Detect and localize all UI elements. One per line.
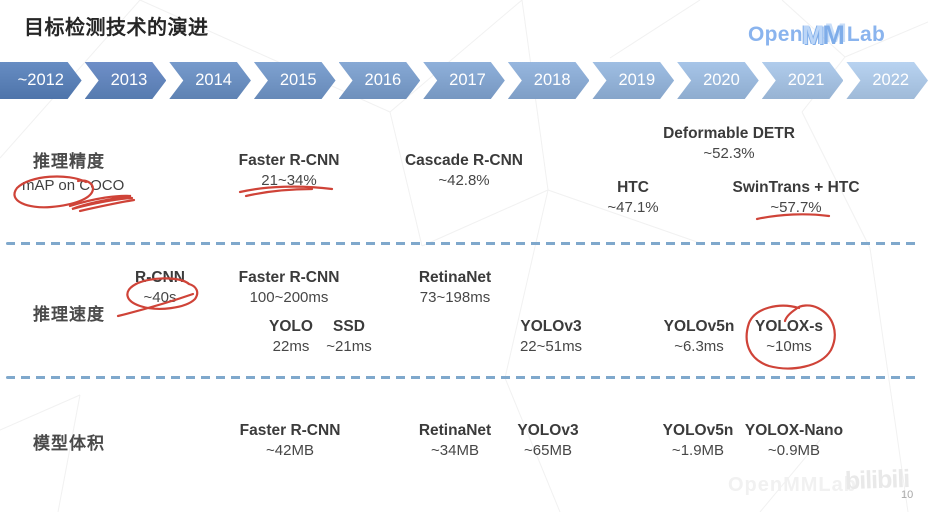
model-value: ~34MB bbox=[431, 442, 479, 460]
model-name: Faster R-CNN bbox=[238, 152, 340, 169]
model-name: YOLOX-s bbox=[754, 318, 824, 335]
entry-deformable-detr-accuracy: Deformable DETR ~52.3% bbox=[663, 124, 795, 164]
section-sublabel-map-coco: mAP on COCO bbox=[22, 177, 125, 194]
model-value: ~42MB bbox=[266, 442, 314, 460]
entry-rcnn-speed: R-CNN ~40s bbox=[135, 268, 185, 308]
timeline-segment: ~2012 bbox=[0, 62, 82, 99]
entry-retinanet-size: RetinaNet ~34MB bbox=[419, 421, 491, 461]
logo-m-icon: M bbox=[801, 19, 825, 50]
model-value: ~6.3ms bbox=[674, 338, 724, 356]
red-scribble-coco bbox=[68, 194, 136, 213]
entry-htc-accuracy: HTC ~47.1% bbox=[607, 178, 658, 218]
timeline-segment: 2020 bbox=[677, 62, 759, 99]
model-name: YOLOv5n bbox=[663, 318, 735, 335]
model-value: 21~34% bbox=[261, 172, 317, 190]
model-name: Faster R-CNN bbox=[239, 422, 341, 439]
entry-yolo-speed: YOLO 22ms bbox=[269, 317, 313, 357]
year-label: 2016 bbox=[364, 71, 402, 89]
entry-yolox-nano-size: YOLOX-Nano ~0.9MB bbox=[745, 421, 843, 461]
model-value: ~0.9MB bbox=[767, 442, 821, 460]
model-name: Faster R-CNN bbox=[238, 269, 340, 286]
section-label-size: 模型体积 bbox=[33, 434, 105, 453]
year-label: 2019 bbox=[618, 71, 656, 89]
timeline-segment: 2017 bbox=[423, 62, 505, 99]
year-label: 2014 bbox=[195, 71, 232, 89]
entry-yolox-s-speed: YOLOX-s ~10ms bbox=[755, 317, 823, 357]
model-name: YOLOv5n bbox=[662, 422, 734, 439]
model-value: ~57.7% bbox=[770, 199, 822, 217]
model-name: RetinaNet bbox=[418, 269, 492, 286]
model-name: HTC bbox=[617, 179, 649, 196]
model-value: 22ms bbox=[272, 338, 310, 356]
entry-retinanet-speed: RetinaNet 73~198ms bbox=[419, 268, 491, 308]
entry-cascade-rcnn-accuracy: Cascade R-CNN ~42.8% bbox=[405, 151, 523, 191]
openmmlab-logo: Open M M Lab bbox=[748, 17, 885, 53]
year-label: 2020 bbox=[703, 71, 740, 89]
timeline: ~2012 2013 2014 2015 2016 2017 2018 2019… bbox=[0, 62, 928, 99]
year-label: 2013 bbox=[110, 71, 148, 89]
model-value: ~21ms bbox=[326, 338, 372, 356]
timeline-segment: 2014 bbox=[169, 62, 251, 99]
timeline-segment: 2019 bbox=[592, 62, 674, 99]
model-name: R-CNN bbox=[135, 269, 185, 286]
model-name: Cascade R-CNN bbox=[404, 152, 524, 169]
timeline-segment: 2013 bbox=[85, 62, 167, 99]
model-name: Deformable DETR bbox=[663, 125, 795, 142]
model-name: YOLOv3 bbox=[517, 422, 579, 439]
logo-text-open: Open bbox=[748, 23, 803, 46]
model-value: ~10ms bbox=[766, 338, 812, 356]
year-label: 2018 bbox=[533, 71, 571, 89]
model-value: ~42.8% bbox=[438, 172, 490, 190]
model-name: SwinTrans + HTC bbox=[732, 179, 860, 196]
model-name: RetinaNet bbox=[418, 422, 492, 439]
model-name: YOLO bbox=[269, 318, 313, 335]
page-number: 10 bbox=[901, 489, 914, 501]
timeline-segment: 2021 bbox=[762, 62, 844, 99]
year-label: 2015 bbox=[279, 71, 317, 89]
entry-faster-rcnn-speed: Faster R-CNN 100~200ms bbox=[239, 268, 340, 308]
model-value: 100~200ms bbox=[249, 289, 329, 307]
timeline-segment: 2018 bbox=[508, 62, 590, 99]
entry-yolov5n-size: YOLOv5n ~1.9MB bbox=[663, 421, 734, 461]
timeline-segment: 2015 bbox=[254, 62, 336, 99]
model-name: YOLOv3 bbox=[520, 318, 582, 335]
year-label: 2017 bbox=[449, 71, 486, 89]
model-value: ~65MB bbox=[524, 442, 572, 460]
entry-ssd-speed: SSD ~21ms bbox=[326, 317, 371, 357]
section-label-accuracy: 推理精度 bbox=[33, 152, 105, 171]
logo-text-lab: Lab bbox=[846, 23, 886, 46]
year-label: 2022 bbox=[872, 71, 910, 89]
model-value: ~40s bbox=[143, 289, 177, 307]
logo-m-icon: M bbox=[822, 19, 845, 50]
entry-faster-rcnn-size: Faster R-CNN ~42MB bbox=[240, 421, 341, 461]
model-value: ~1.9MB bbox=[671, 442, 725, 460]
dashed-divider bbox=[6, 242, 920, 245]
page-title: 目标检测技术的演进 bbox=[24, 17, 209, 39]
model-value: ~52.3% bbox=[703, 145, 755, 163]
entry-yolov5n-speed: YOLOv5n ~6.3ms bbox=[664, 317, 735, 357]
openmmlab-watermark: OpenMMLab bbox=[728, 474, 857, 496]
model-name: YOLOX-Nano bbox=[744, 422, 844, 439]
year-label: 2021 bbox=[787, 71, 825, 89]
entry-faster-rcnn-accuracy: Faster R-CNN 21~34% bbox=[239, 151, 340, 191]
entry-yolov3-size: YOLOv3 ~65MB bbox=[517, 421, 578, 461]
model-name: SSD bbox=[333, 318, 365, 335]
model-value: ~47.1% bbox=[607, 199, 659, 217]
model-value: 22~51ms bbox=[519, 338, 583, 356]
dashed-divider bbox=[6, 376, 920, 379]
section-label-speed: 推理速度 bbox=[33, 305, 105, 324]
year-label: ~2012 bbox=[17, 71, 64, 89]
timeline-segment: 2016 bbox=[339, 62, 421, 99]
model-value: 73~198ms bbox=[419, 289, 491, 307]
entry-yolov3-speed: YOLOv3 22~51ms bbox=[520, 317, 582, 357]
bilibili-logo: bilibili bbox=[844, 464, 910, 496]
timeline-segment: 2022 bbox=[846, 62, 928, 99]
entry-swintrans-htc-accuracy: SwinTrans + HTC ~57.7% bbox=[732, 178, 859, 218]
